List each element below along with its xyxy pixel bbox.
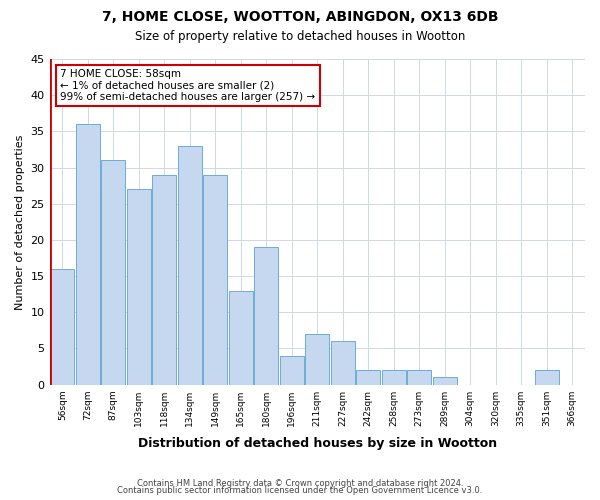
- Bar: [254, 247, 278, 384]
- Text: 7 HOME CLOSE: 58sqm
← 1% of detached houses are smaller (2)
99% of semi-detached: 7 HOME CLOSE: 58sqm ← 1% of detached hou…: [60, 69, 316, 102]
- Bar: [280, 356, 304, 384]
- Text: 7, HOME CLOSE, WOOTTON, ABINGDON, OX13 6DB: 7, HOME CLOSE, WOOTTON, ABINGDON, OX13 6…: [102, 10, 498, 24]
- Bar: [382, 370, 406, 384]
- Bar: [178, 146, 202, 384]
- Bar: [152, 175, 176, 384]
- Bar: [535, 370, 559, 384]
- Bar: [50, 269, 74, 384]
- Bar: [203, 175, 227, 384]
- Bar: [407, 370, 431, 384]
- Bar: [433, 378, 457, 384]
- Text: Contains HM Land Registry data © Crown copyright and database right 2024.: Contains HM Land Registry data © Crown c…: [137, 478, 463, 488]
- Y-axis label: Number of detached properties: Number of detached properties: [15, 134, 25, 310]
- Text: Contains public sector information licensed under the Open Government Licence v3: Contains public sector information licen…: [118, 486, 482, 495]
- Bar: [356, 370, 380, 384]
- Bar: [127, 190, 151, 384]
- X-axis label: Distribution of detached houses by size in Wootton: Distribution of detached houses by size …: [138, 437, 497, 450]
- Bar: [331, 341, 355, 384]
- Bar: [76, 124, 100, 384]
- Bar: [229, 290, 253, 384]
- Text: Size of property relative to detached houses in Wootton: Size of property relative to detached ho…: [135, 30, 465, 43]
- Bar: [101, 160, 125, 384]
- Bar: [305, 334, 329, 384]
